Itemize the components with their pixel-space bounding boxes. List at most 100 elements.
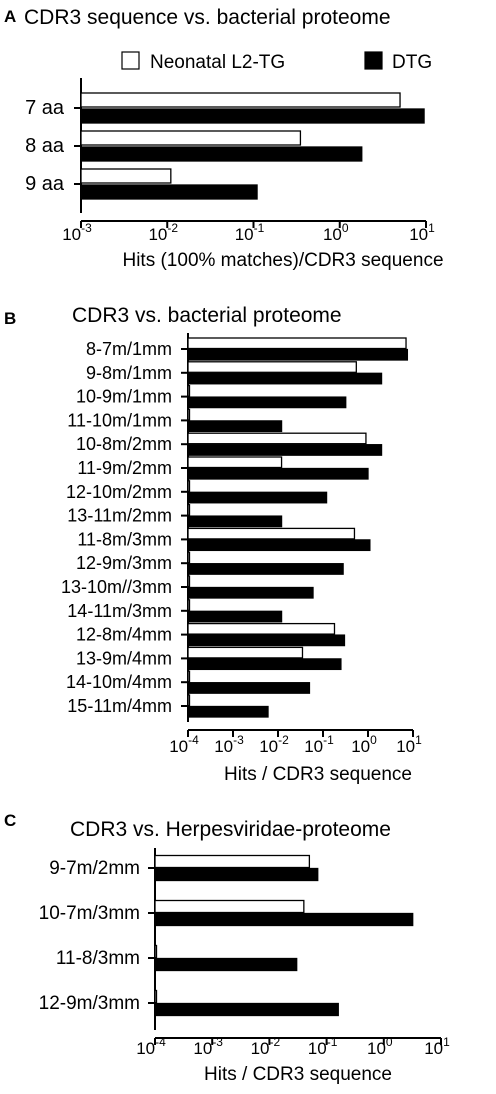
bar-dtg [187, 634, 346, 647]
panel-a-plot: 10-3 10-2 10-1 100 101 7 aa 8 aa 9 aa [25, 78, 435, 244]
bar-dtg [187, 705, 269, 718]
bar-dtg [187, 372, 383, 385]
bar-dtg [187, 396, 347, 409]
bar-neonatal-l2-tg [187, 670, 191, 683]
bar-dtg [187, 586, 314, 599]
category-label: 12-8m/4mm [76, 625, 172, 645]
panel-c-xlabel: Hits / CDR3 sequence [204, 1064, 392, 1085]
bar-neonatal-l2-tg [187, 551, 191, 564]
bar-dtg [187, 539, 371, 552]
panel-b-title: CDR3 vs. bacterial proteome [72, 304, 342, 327]
x-tick-label: 100 [351, 733, 377, 756]
x-tick-label: 10-4 [169, 733, 199, 756]
panel-c-title: CDR3 vs. Herpesviridae-proteome [70, 818, 391, 841]
bar-dtg [154, 1002, 339, 1017]
bar-dtg [187, 491, 328, 504]
panel-b-letter: B [4, 309, 16, 328]
bar-neonatal-l2-tg [187, 646, 304, 659]
bar-dtg [154, 912, 414, 927]
bar-neonatal-l2-tg [187, 599, 191, 611]
bar-neonatal-l2-tg [80, 92, 401, 108]
bar-dtg [187, 348, 409, 361]
category-label: 8 aa [25, 135, 65, 157]
x-tick-label: 10-1 [304, 733, 334, 756]
panel-b-plot: 10-4 10-3 10-2 10-1 100 101 8-7m/1mm 9-8m/1mm 10… [61, 333, 422, 756]
bar-neonatal-l2-tg [187, 503, 191, 516]
bar-neonatal-l2-tg [187, 694, 191, 707]
bar-dtg [187, 467, 369, 480]
x-tick-label: 10-1 [235, 221, 265, 244]
bar-neonatal-l2-tg [187, 622, 336, 635]
bar-neonatal-l2-tg [187, 408, 191, 421]
category-label: 14-10m/4mm [66, 672, 172, 692]
bar-neonatal-l2-tg [80, 168, 172, 184]
bar-neonatal-l2-tg [80, 130, 302, 146]
panel-c-letter: C [4, 811, 16, 830]
bar-neonatal-l2-tg [154, 989, 158, 1004]
bar-dtg [187, 563, 344, 575]
category-label: 13-9m/4mm [76, 648, 172, 668]
x-tick-label: 10-3 [62, 221, 92, 244]
x-tick-label: 101 [409, 221, 435, 244]
panel-b-xlabel: Hits / CDR3 sequence [224, 764, 412, 785]
category-label: 13-11m/2mm [67, 506, 172, 526]
legend-label-dtg: DTG [392, 52, 432, 73]
bar-neonatal-l2-tg [187, 432, 367, 445]
bar-dtg [187, 515, 283, 528]
panel-c-plot: 10-4 10-3 10-2 10-1 100 101 9-7m/2mm 10-7m/3mm 1… [39, 848, 450, 1058]
x-tick-label: 10-3 [193, 1035, 223, 1058]
category-label: 11-9m/2mm [77, 458, 172, 478]
category-label: 15-11m/4mm [67, 696, 172, 716]
category-label: 10-9m/1mm [76, 387, 172, 407]
bar-neonatal-l2-tg [187, 456, 283, 469]
x-tick-label: 101 [396, 733, 422, 756]
bar-dtg [187, 610, 283, 623]
x-tick-label: 101 [424, 1035, 450, 1058]
x-tick-label: 10-3 [214, 733, 244, 756]
category-label: 14-11m/3mm [67, 601, 172, 621]
panel-a-xlabel: Hits (100% matches)/CDR3 sequence [122, 250, 443, 271]
category-label: 11-10m/1mm [67, 410, 172, 430]
category-label: 10-8m/2mm [76, 434, 172, 454]
category-label: 12-9m/3mm [39, 993, 140, 1014]
bar-dtg [80, 184, 258, 200]
category-label: 13-10m//3mm [61, 577, 172, 597]
panel-a-letter: A [4, 7, 16, 26]
category-label: 7 aa [25, 97, 65, 119]
category-label: 8-7m/1mm [86, 339, 172, 359]
bar-neonatal-l2-tg [187, 361, 357, 373]
bar-dtg [187, 420, 283, 433]
bar-neonatal-l2-tg [187, 384, 191, 397]
bar-neonatal-l2-tg [187, 575, 191, 588]
x-tick-label: 10-2 [148, 221, 178, 244]
x-tick-label: 10-2 [259, 733, 289, 756]
category-label: 9 aa [25, 173, 65, 195]
category-label: 11-8/3mm [56, 948, 140, 969]
panel-a-title: CDR3 sequence vs. bacterial proteome [24, 6, 391, 29]
category-label: 9-8m/1mm [86, 363, 172, 383]
x-tick-label: 10-4 [136, 1035, 166, 1058]
bar-dtg [187, 444, 383, 456]
x-tick-label: 100 [323, 221, 349, 244]
bar-dtg [187, 658, 342, 671]
x-tick-label: 100 [367, 1035, 393, 1058]
category-label: 12-10m/2mm [66, 482, 172, 502]
bar-neonatal-l2-tg [154, 944, 158, 959]
bar-dtg [187, 682, 311, 694]
bar-dtg [80, 146, 363, 162]
bar-neonatal-l2-tg [154, 854, 311, 869]
category-label: 10-7m/3mm [39, 903, 140, 924]
legend-label-neonatal: Neonatal L2-TG [150, 52, 285, 73]
bar-dtg [154, 867, 319, 882]
legend-swatch-dtg [364, 51, 383, 70]
bar-neonatal-l2-tg [187, 527, 356, 540]
bar-neonatal-l2-tg [154, 899, 305, 914]
bar-dtg [154, 957, 298, 972]
bar-dtg [80, 108, 425, 124]
category-label: 11-8m/3mm [77, 529, 172, 549]
bar-neonatal-l2-tg [187, 480, 191, 492]
category-label: 12-9m/3mm [76, 553, 172, 573]
legend-swatch-neonatal [121, 51, 140, 70]
x-tick-label: 10-2 [251, 1035, 281, 1058]
